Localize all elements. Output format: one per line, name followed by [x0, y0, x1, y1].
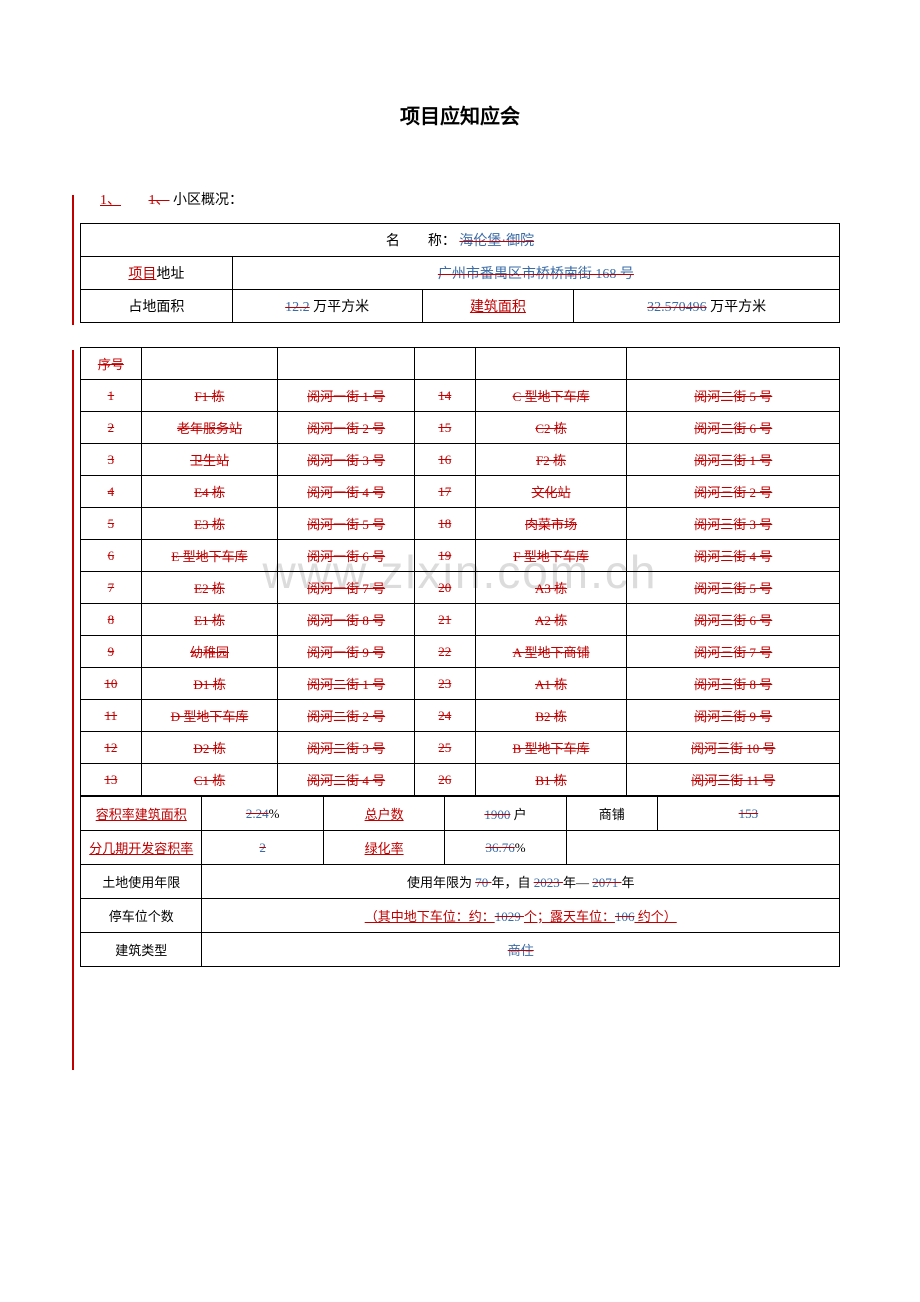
table-row: 名 称： 海伦堡·御院 [81, 224, 840, 257]
parking-cell: （其中地下车位：约：1029 个；露天车位：106 约个） [202, 899, 840, 933]
table-row: 容积率建筑面积 2.24% 总户数 1900 户 商铺 153 [81, 797, 840, 831]
table-row: 3卫生站阅河一街 3 号16F2 栋阅河三街 1 号 [81, 444, 840, 476]
build-area-value: 32.570496 [647, 300, 707, 315]
table-row: 11D 型地下车库阅河二街 2 号24B2 栋阅河三街 9 号 [81, 700, 840, 732]
total-households-label: 总户数 [365, 807, 404, 822]
build-area-unit: 万平方米 [707, 300, 767, 315]
table-row: 2老年服务站阅河一街 2 号15C2 栋阅河二街 6 号 [81, 412, 840, 444]
table-row: 4E4 栋阅河一街 4 号17文化站阅河三街 2 号 [81, 476, 840, 508]
addr-value: 广州市番禺区市桥桥南街 168 号 [438, 267, 634, 282]
shops-label: 商铺 [599, 807, 625, 822]
page-title: 项目应知应会 [80, 100, 840, 129]
plot-ratio-label: 容积率建筑面积 [96, 807, 187, 822]
addr-label-address: 地址 [156, 267, 184, 282]
building-table: 序号 1F1 栋阅河一街 1 号14C 型地下车库阅河二街 5 号2老年服务站阅… [80, 347, 840, 796]
table-row: 项目地址 广州市番禺区市桥桥南街 168 号 [81, 257, 840, 290]
table-row: 占地面积 12.2 万平方米 建筑面积 32.570496 万平方米 [81, 290, 840, 323]
phases-value: 2 [259, 840, 266, 855]
green-rate-label: 绿化率 [365, 841, 404, 856]
table-row: 12D2 栋阅河二街 3 号25B 型地下车库阅河三街 10 号 [81, 732, 840, 764]
shops-value: 153 [739, 806, 759, 821]
section-num-old: 1、 [149, 193, 170, 208]
table-row: 土地使用年限 使用年限为 70 年，自 2023 年— 2071 年 [81, 865, 840, 899]
overview-table: 名 称： 海伦堡·御院 项目地址 广州市番禺区市桥桥南街 168 号 占地面积 … [80, 223, 840, 323]
name-value: 海伦堡·御院 [459, 234, 534, 249]
table-row: 5E3 栋阅河一街 5 号18肉菜市场阅河三街 3 号 [81, 508, 840, 540]
table-row: 分几期开发容积率 2 绿化率 36.76% [81, 831, 840, 865]
revision-bar [72, 350, 74, 1070]
land-area-unit: 万平方米 [310, 300, 370, 315]
seq-header: 序号 [98, 357, 124, 372]
table-row: 10D1 栋阅河二街 1 号23A1 栋阅河三街 8 号 [81, 668, 840, 700]
building-type-label: 建筑类型 [115, 943, 167, 958]
build-area-label: 建筑面积 [470, 300, 526, 315]
land-area-label: 占地面积 [81, 290, 233, 323]
table-row: 8E1 栋阅河一街 8 号21A2 栋阅河三街 6 号 [81, 604, 840, 636]
summary-table: 容积率建筑面积 2.24% 总户数 1900 户 商铺 153 分几期开发容积率… [80, 796, 840, 967]
name-label: 名 称： [386, 234, 456, 249]
building-type-value: 商住 [508, 943, 534, 958]
land-use-label: 土地使用年限 [102, 875, 180, 890]
addr-label-project: 项目 [128, 267, 156, 282]
land-area-value: 12.2 [285, 300, 310, 315]
table-row: 1F1 栋阅河一街 1 号14C 型地下车库阅河二街 5 号 [81, 380, 840, 412]
table-row: 序号 [81, 348, 840, 380]
section-label: 小区概况： [173, 193, 243, 208]
land-use-cell: 使用年限为 70 年，自 2023 年— 2071 年 [202, 865, 840, 899]
table-row: 停车位个数 （其中地下车位：约：1029 个；露天车位：106 约个） [81, 899, 840, 933]
plot-ratio-value: 2.24 [246, 806, 269, 821]
total-households-value: 1900 [484, 807, 510, 822]
parking-label: 停车位个数 [109, 909, 174, 924]
green-rate-value: 36.76 [485, 840, 514, 855]
revision-bar [72, 195, 74, 325]
phases-label: 分几期开发容积率 [89, 841, 193, 856]
table-row: 13C1 栋阅河二街 4 号26B1 栋阅河三街 11 号 [81, 764, 840, 796]
table-row: 7E2 栋阅河一街 7 号20A3 栋阅河三街 5 号 [81, 572, 840, 604]
section-1-heading: 1、 1、 小区概况： [100, 189, 840, 209]
table-row: 6E 型地下车库阅河一街 6 号19F 型地下车库阅河三街 4 号 [81, 540, 840, 572]
table-row: 9幼稚园阅河一街 9 号22A 型地下商铺阅河三街 7 号 [81, 636, 840, 668]
table-row: 建筑类型 商住 [81, 933, 840, 967]
section-num-new: 1、 [100, 193, 121, 208]
